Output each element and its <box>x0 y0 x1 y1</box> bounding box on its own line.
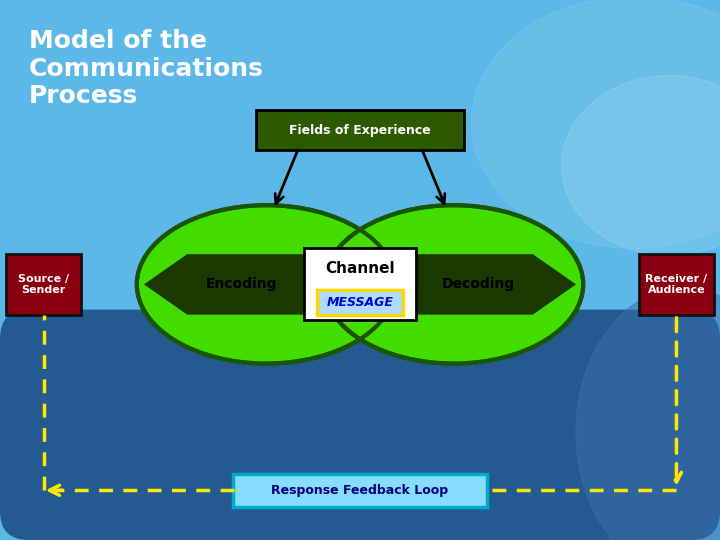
FancyBboxPatch shape <box>317 290 403 315</box>
Text: Receiver /
Audience: Receiver / Audience <box>645 274 708 295</box>
Ellipse shape <box>137 205 396 363</box>
FancyBboxPatch shape <box>256 110 464 151</box>
FancyBboxPatch shape <box>6 254 81 315</box>
Text: Decoding: Decoding <box>442 278 516 292</box>
Ellipse shape <box>576 288 720 540</box>
Ellipse shape <box>472 0 720 248</box>
Text: MESSAGE: MESSAGE <box>327 296 393 309</box>
PathPatch shape <box>144 254 576 315</box>
Text: Channel: Channel <box>325 261 395 276</box>
Ellipse shape <box>324 205 583 363</box>
FancyBboxPatch shape <box>0 309 720 540</box>
Text: Source /
Sender: Source / Sender <box>18 274 69 295</box>
Text: Encoding: Encoding <box>205 278 277 292</box>
FancyBboxPatch shape <box>639 254 714 315</box>
Text: Fields of Experience: Fields of Experience <box>289 124 431 137</box>
FancyBboxPatch shape <box>304 248 416 320</box>
Text: Response Feedback Loop: Response Feedback Loop <box>271 484 449 497</box>
FancyBboxPatch shape <box>233 474 487 507</box>
Text: Model of the
Communications
Process: Model of the Communications Process <box>29 29 264 109</box>
Ellipse shape <box>562 76 720 255</box>
